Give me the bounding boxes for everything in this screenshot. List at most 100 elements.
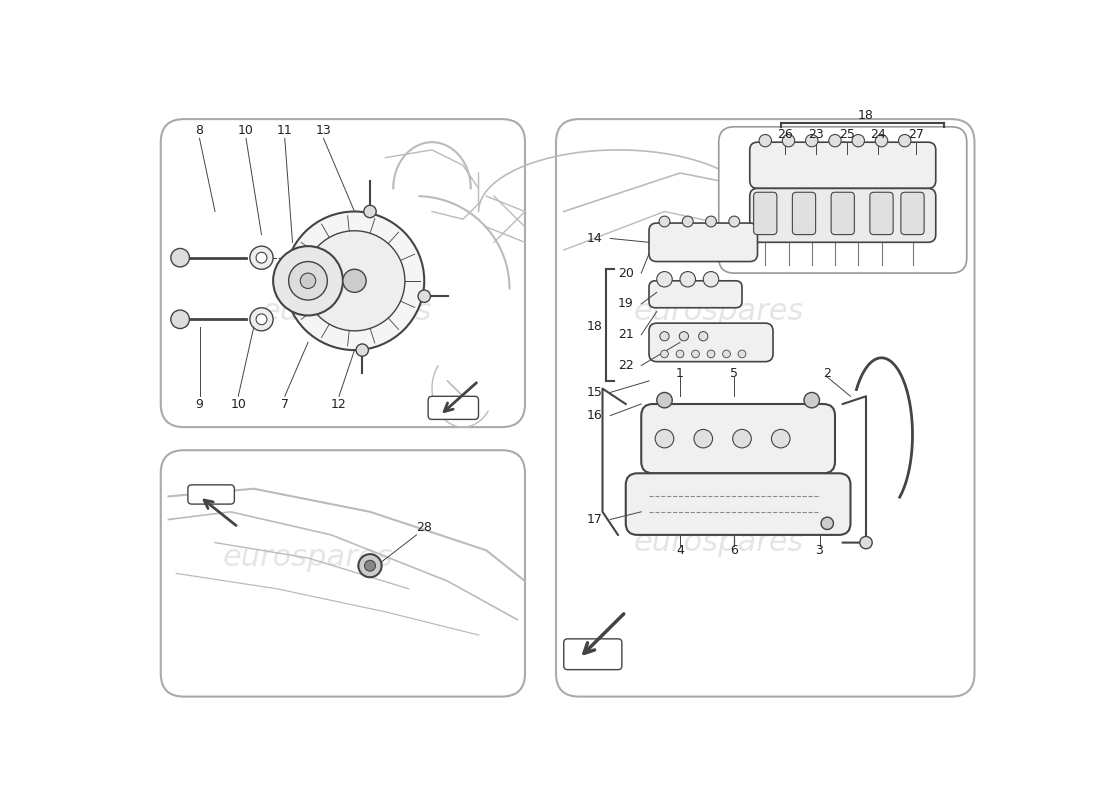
FancyBboxPatch shape [556,119,975,697]
Circle shape [782,134,794,147]
Circle shape [170,310,189,329]
FancyBboxPatch shape [750,142,936,188]
Circle shape [682,216,693,227]
Circle shape [705,216,716,227]
Circle shape [759,134,771,147]
FancyBboxPatch shape [870,192,893,234]
Circle shape [356,344,369,356]
Circle shape [805,134,818,147]
FancyBboxPatch shape [649,281,743,308]
Circle shape [250,308,273,331]
FancyBboxPatch shape [626,474,850,535]
Circle shape [657,271,672,287]
Text: 1: 1 [676,366,684,380]
Circle shape [273,246,343,315]
Circle shape [680,271,695,287]
Text: 10: 10 [238,124,254,137]
FancyBboxPatch shape [718,126,967,273]
Text: 28: 28 [416,521,432,534]
Circle shape [659,216,670,227]
Circle shape [343,270,366,292]
Circle shape [656,430,674,448]
Circle shape [679,332,689,341]
Circle shape [729,216,739,227]
Circle shape [899,134,911,147]
Circle shape [852,134,865,147]
Circle shape [661,350,669,358]
FancyBboxPatch shape [641,404,835,474]
Circle shape [821,517,834,530]
Text: 8: 8 [196,124,204,137]
Text: 25: 25 [838,128,855,141]
Text: eurospares: eurospares [634,528,804,557]
FancyBboxPatch shape [832,192,855,234]
Circle shape [738,350,746,358]
FancyBboxPatch shape [649,223,758,262]
Text: 7: 7 [280,398,288,410]
Circle shape [288,262,328,300]
Circle shape [359,554,382,578]
Circle shape [256,252,267,263]
Circle shape [418,290,430,302]
Text: 11: 11 [277,124,293,137]
Circle shape [723,350,730,358]
FancyBboxPatch shape [750,188,936,242]
Text: 5: 5 [730,366,738,380]
Circle shape [300,273,316,289]
FancyBboxPatch shape [792,192,815,234]
Circle shape [860,537,872,549]
Circle shape [692,350,700,358]
Circle shape [364,206,376,218]
Text: eurospares: eurospares [223,543,393,573]
Circle shape [256,314,267,325]
Circle shape [676,350,684,358]
Text: 6: 6 [730,544,738,557]
Text: 22: 22 [618,359,634,372]
Circle shape [364,560,375,571]
Text: 12: 12 [331,398,346,410]
FancyBboxPatch shape [563,639,622,670]
Text: 2: 2 [823,366,832,380]
Circle shape [694,430,713,448]
Circle shape [657,393,672,408]
Circle shape [660,332,669,341]
Text: 4: 4 [676,544,684,557]
FancyBboxPatch shape [428,396,478,419]
Circle shape [304,230,405,331]
Text: 3: 3 [815,544,824,557]
FancyBboxPatch shape [188,485,234,504]
FancyBboxPatch shape [754,192,777,234]
Text: 24: 24 [870,128,886,141]
Circle shape [876,134,888,147]
Text: eurospares: eurospares [262,297,432,326]
Circle shape [170,249,189,267]
Text: 10: 10 [230,398,246,410]
FancyBboxPatch shape [161,450,525,697]
Text: 18: 18 [858,109,873,122]
Circle shape [707,350,715,358]
Circle shape [285,211,425,350]
Text: 14: 14 [587,232,603,245]
Circle shape [698,332,708,341]
Text: 15: 15 [586,386,603,399]
FancyBboxPatch shape [649,323,773,362]
Circle shape [771,430,790,448]
Text: 23: 23 [807,128,824,141]
Text: 20: 20 [618,266,634,280]
Text: 9: 9 [196,398,204,410]
Text: eurospares: eurospares [634,297,804,326]
FancyBboxPatch shape [161,119,525,427]
Text: 26: 26 [777,128,792,141]
Text: 16: 16 [587,409,603,422]
Circle shape [828,134,842,147]
Text: 13: 13 [316,124,331,137]
Circle shape [250,246,273,270]
Text: 17: 17 [586,513,603,526]
Circle shape [703,271,718,287]
FancyBboxPatch shape [901,192,924,234]
Text: 27: 27 [909,128,924,141]
Text: 18: 18 [586,321,603,334]
Text: 21: 21 [618,328,634,341]
Text: 19: 19 [618,298,634,310]
Circle shape [733,430,751,448]
